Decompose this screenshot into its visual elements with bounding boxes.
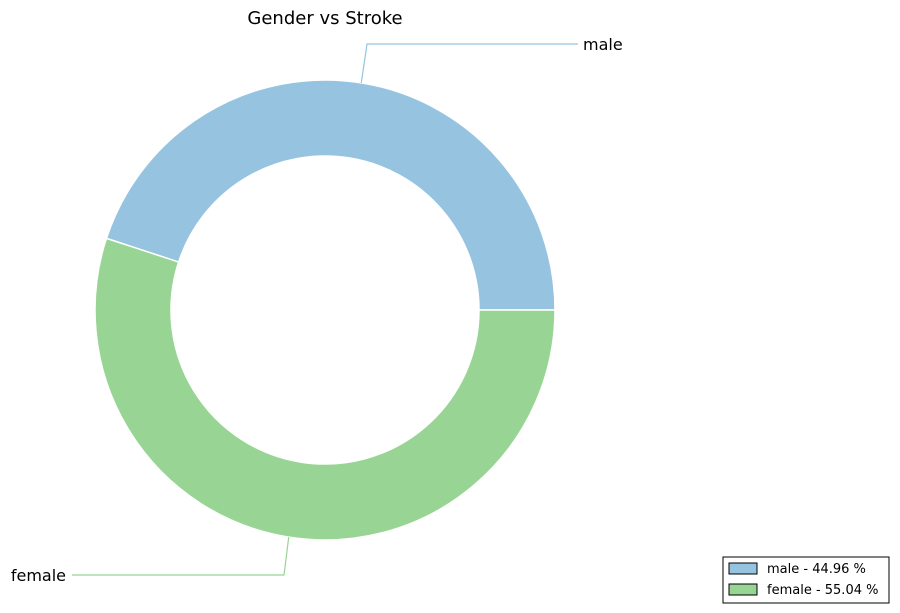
donut-slices	[94, 79, 556, 541]
slice-female	[94, 237, 556, 541]
legend-swatch-female	[728, 583, 758, 596]
legend: male - 44.96 % female - 55.04 %	[722, 556, 890, 604]
callout-line-female	[72, 537, 290, 576]
slice-label-female: female	[11, 566, 66, 585]
chart-title: Gender vs Stroke	[247, 8, 402, 29]
callout-line-male	[360, 43, 578, 83]
slice-label-male: male	[583, 35, 623, 54]
legend-swatch-male	[728, 562, 758, 575]
slice-male	[105, 79, 556, 311]
legend-entry-male: male - 44.96 %	[767, 562, 866, 577]
legend-entry-female: female - 55.04 %	[767, 583, 878, 598]
slice-callouts: male female	[11, 35, 623, 585]
